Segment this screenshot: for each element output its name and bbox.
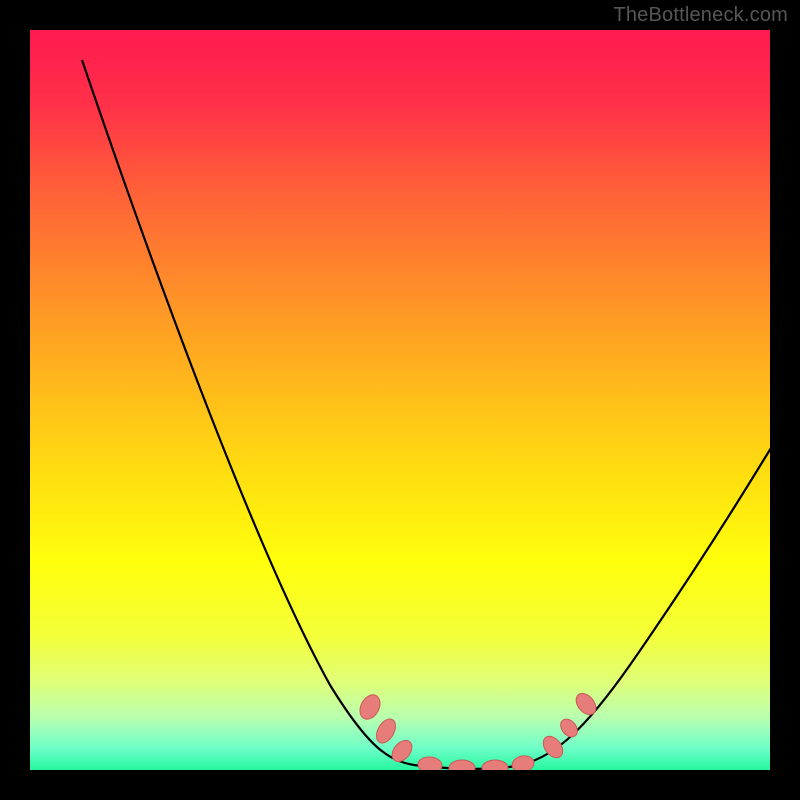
chart-plot-area — [30, 30, 770, 770]
curve-marker — [373, 716, 400, 747]
chart-svg-overlay — [30, 30, 770, 770]
curve-marker — [388, 737, 416, 766]
curve-marker — [572, 690, 600, 719]
curve-marker — [557, 716, 581, 740]
curve-marker — [511, 754, 536, 770]
watermark-text: TheBottleneck.com — [613, 4, 788, 27]
bottleneck-curve — [82, 60, 770, 769]
curve-marker — [482, 760, 508, 770]
curve-marker — [449, 760, 475, 770]
curve-marker — [356, 691, 384, 722]
curve-marker — [417, 756, 442, 770]
